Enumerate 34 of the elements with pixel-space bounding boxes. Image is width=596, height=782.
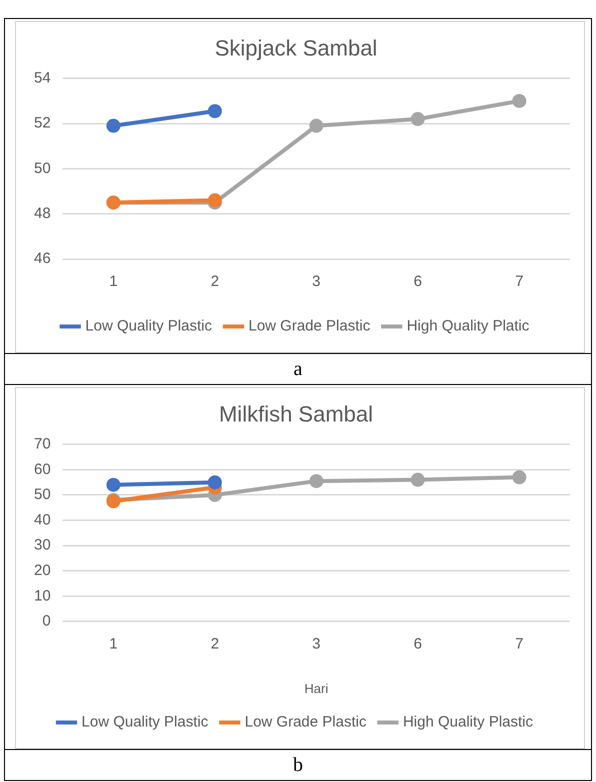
x-tick-label: 1 [109, 636, 118, 653]
x-axis-title: Hari [304, 680, 328, 696]
x-tick-label: 6 [414, 273, 422, 290]
y-tick-label: 50 [34, 160, 51, 177]
x-tick-label: 2 [210, 636, 220, 653]
chart-title: Skipjack Sambal [214, 35, 378, 60]
y-tick-label: 20 [34, 562, 51, 579]
y-tick-label: 70 [34, 436, 51, 453]
y-tick-label: 40 [34, 511, 51, 528]
y-tick-label: 60 [34, 460, 51, 478]
x-tick-label: 3 [312, 273, 321, 290]
x-tick-label: 1 [109, 273, 118, 290]
x-tick-label: 6 [414, 636, 422, 653]
legend-label: Low Grade Plastic [248, 318, 371, 335]
text: a [5, 353, 591, 384]
legend-label: High Quality Plastic [402, 714, 534, 731]
y-tick-label: 0 [42, 612, 51, 630]
y-tick-label: 48 [34, 204, 51, 222]
y-tick-label: 30 [34, 536, 51, 554]
legend-label: Low Grade Plastic [244, 714, 367, 731]
y-tick-label: 54 [34, 70, 51, 87]
text: b [5, 749, 591, 780]
y-tick-label: 46 [34, 250, 51, 268]
x-tick-label: 2 [210, 273, 220, 290]
legend-label: Low Quality Plastic [82, 714, 209, 731]
x-tick-label: 3 [312, 636, 321, 653]
x-tick-label: 7 [515, 636, 524, 653]
x-tick-label: 7 [515, 273, 524, 290]
y-tick-label: 10 [34, 587, 51, 604]
y-tick-label: 50 [34, 486, 51, 504]
legend-label: Low Quality Plastic [85, 318, 212, 335]
y-tick-label: 52 [34, 114, 51, 132]
chart-title: Milkfish Sambal [218, 401, 374, 426]
legend-label: High Quality Platic [406, 318, 530, 335]
